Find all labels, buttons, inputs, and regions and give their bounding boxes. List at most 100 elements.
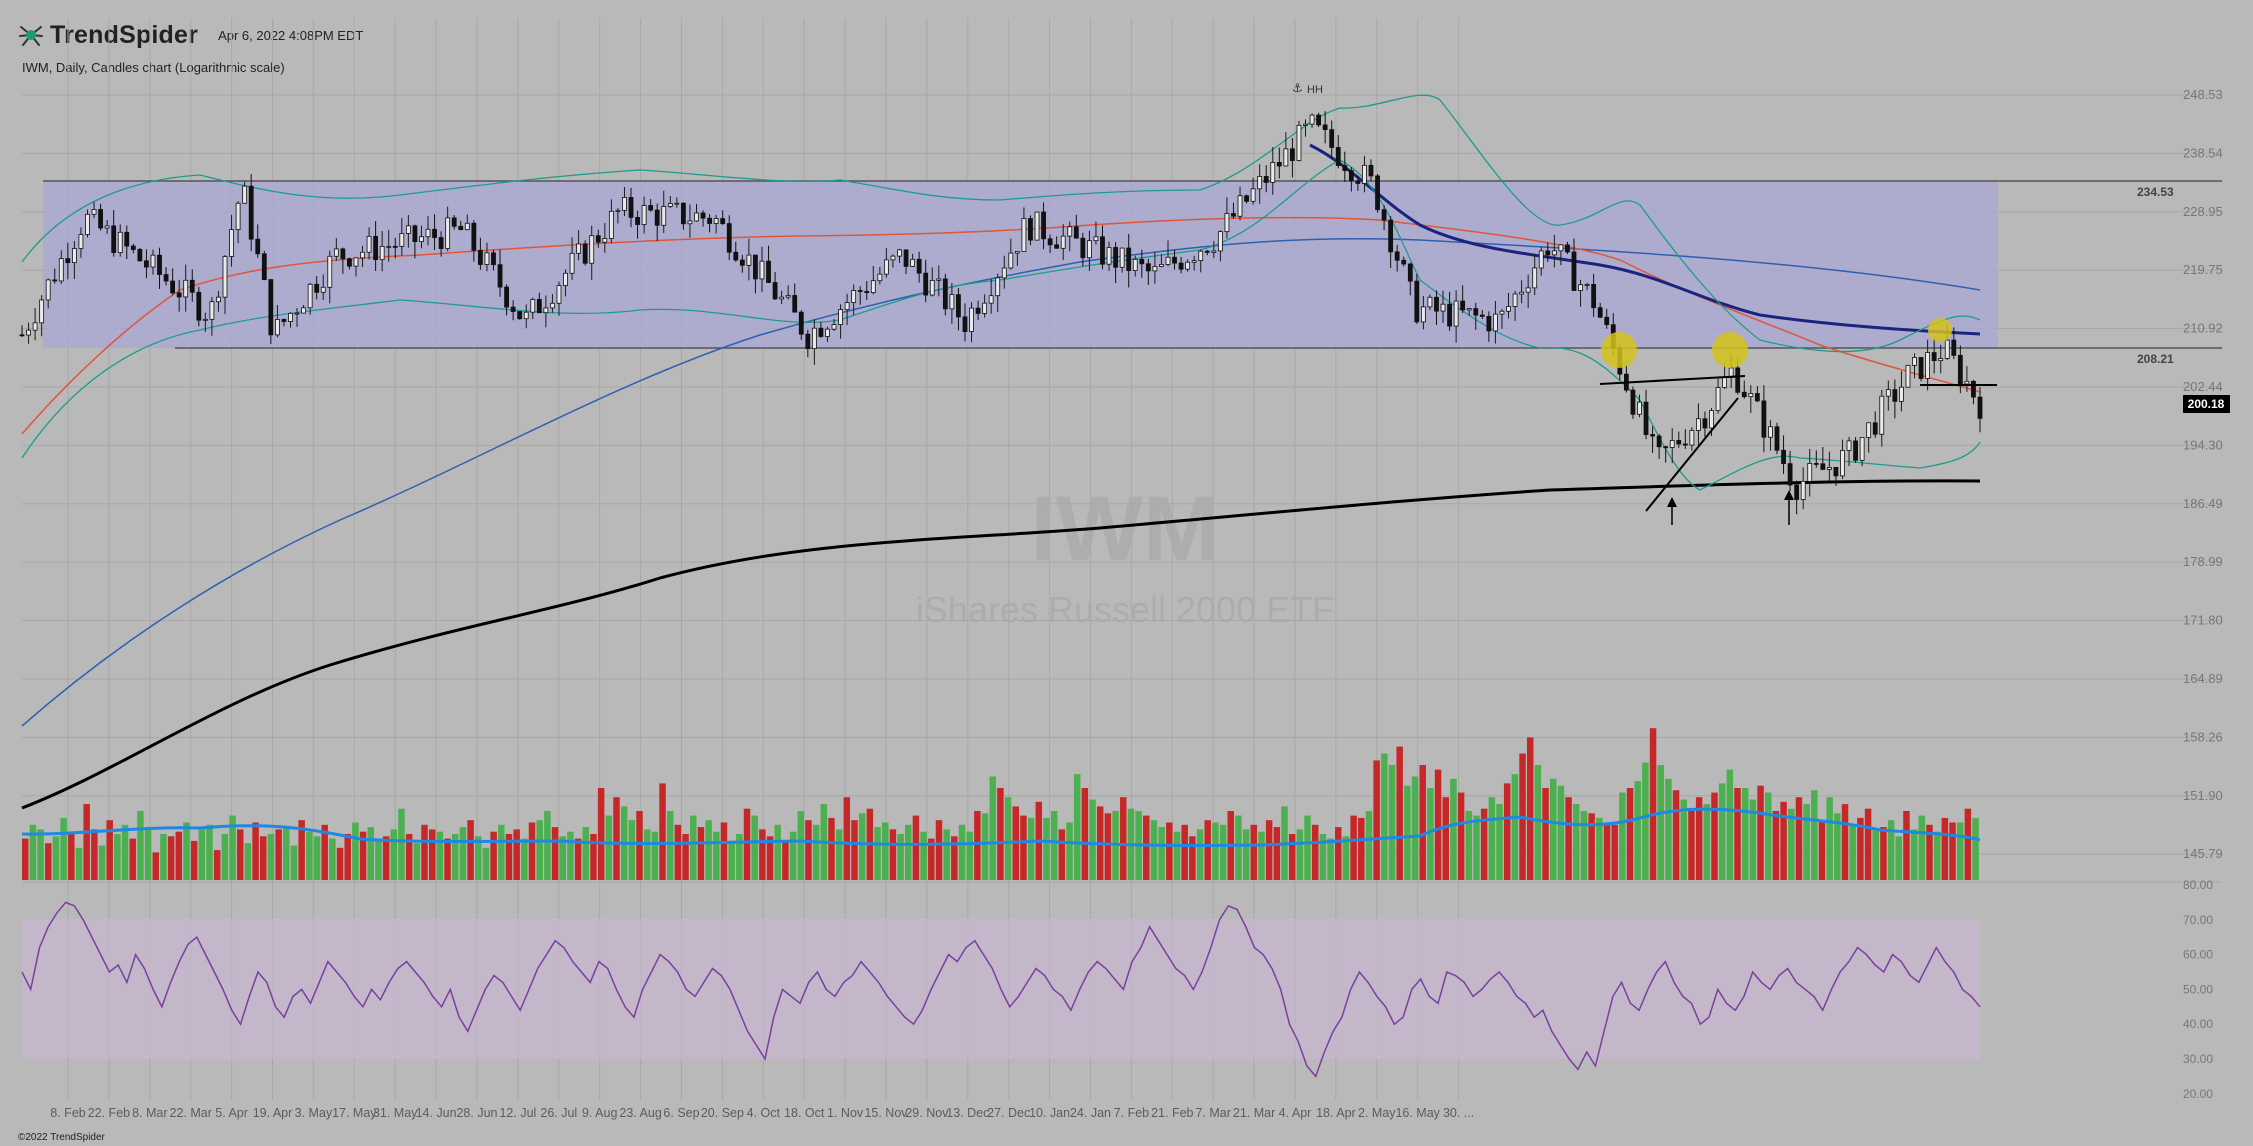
candle-body[interactable]	[366, 235, 372, 253]
candle-body[interactable]	[340, 248, 346, 260]
candle-body[interactable]	[805, 333, 811, 350]
candle-body[interactable]	[464, 222, 470, 231]
rising-trendline[interactable]	[1645, 397, 1739, 512]
candle-body[interactable]	[189, 279, 195, 293]
candle-body[interactable]	[1224, 213, 1230, 233]
candle-body[interactable]	[1047, 238, 1053, 246]
candle-body[interactable]	[753, 254, 758, 280]
candle-body[interactable]	[622, 197, 627, 211]
candle-body[interactable]	[288, 312, 293, 322]
candle-body[interactable]	[1388, 219, 1394, 253]
candle-body[interactable]	[956, 294, 961, 318]
candle-body[interactable]	[379, 245, 385, 261]
candle-body[interactable]	[504, 286, 509, 308]
candle-body[interactable]	[373, 235, 379, 261]
candle-body[interactable]	[713, 218, 719, 224]
candle-body[interactable]	[1538, 250, 1544, 269]
candle-body[interactable]	[1204, 250, 1210, 253]
candle-body[interactable]	[1348, 170, 1354, 182]
candle-body[interactable]	[1322, 124, 1328, 131]
candle-body[interactable]	[746, 254, 752, 266]
candle-body[interactable]	[144, 260, 149, 268]
candle-body[interactable]	[26, 329, 31, 336]
candle-body[interactable]	[1833, 466, 1839, 477]
candle-body[interactable]	[1067, 226, 1073, 237]
candle-body[interactable]	[1329, 129, 1335, 148]
candle-body[interactable]	[811, 327, 817, 350]
candle-body[interactable]	[838, 309, 843, 325]
candle-body[interactable]	[1899, 386, 1904, 402]
candle-body[interactable]	[1820, 463, 1826, 470]
candle-body[interactable]	[890, 255, 896, 261]
candle-body[interactable]	[1113, 247, 1118, 268]
candle-body[interactable]	[1735, 367, 1741, 393]
candle-body[interactable]	[1479, 314, 1485, 317]
candle-body[interactable]	[759, 260, 765, 280]
candle-body[interactable]	[32, 322, 38, 331]
candle-body[interactable]	[661, 206, 667, 226]
candle-body[interactable]	[1545, 250, 1551, 256]
candle-body[interactable]	[1630, 389, 1636, 415]
candle-body[interactable]	[45, 279, 51, 301]
candle-body[interactable]	[1879, 395, 1885, 435]
candle-body[interactable]	[1008, 252, 1014, 269]
candle-body[interactable]	[307, 283, 313, 309]
candle-body[interactable]	[1774, 426, 1780, 451]
candle-body[interactable]	[19, 334, 25, 337]
candle-body[interactable]	[936, 278, 942, 281]
candle-body[interactable]	[1132, 258, 1138, 271]
candle-body[interactable]	[196, 291, 202, 321]
candle-body[interactable]	[1846, 440, 1852, 451]
candle-body[interactable]	[1650, 434, 1655, 437]
candle-body[interactable]	[1905, 364, 1911, 388]
candle-body[interactable]	[314, 283, 320, 293]
candle-body[interactable]	[1584, 284, 1590, 286]
candle-body[interactable]	[261, 253, 267, 280]
candle-body[interactable]	[884, 259, 889, 275]
candle-body[interactable]	[1054, 244, 1060, 249]
candle-body[interactable]	[1362, 164, 1367, 184]
candle-body[interactable]	[1532, 267, 1538, 289]
candle-body[interactable]	[1178, 262, 1184, 270]
candle-body[interactable]	[1813, 463, 1819, 465]
candle-body[interactable]	[1971, 380, 1976, 398]
candle-body[interactable]	[1231, 213, 1236, 217]
candle-body[interactable]	[1250, 188, 1256, 202]
candle-body[interactable]	[274, 319, 280, 336]
candle-body[interactable]	[130, 245, 136, 250]
candle-body[interactable]	[1722, 377, 1728, 388]
candle-body[interactable]	[1931, 352, 1937, 362]
candle-body[interactable]	[825, 328, 830, 337]
candle-body[interactable]	[216, 296, 221, 303]
candle-body[interactable]	[1892, 389, 1898, 402]
candle-body[interactable]	[818, 327, 824, 337]
candle-body[interactable]	[589, 235, 595, 264]
candle-body[interactable]	[969, 307, 974, 332]
candle-body[interactable]	[242, 185, 248, 204]
candle-body[interactable]	[1696, 418, 1701, 431]
candle-body[interactable]	[419, 236, 424, 243]
candle-body[interactable]	[687, 220, 693, 225]
candle-body[interactable]	[1741, 391, 1747, 398]
highlight-circle[interactable]	[1601, 332, 1637, 368]
candle-body[interactable]	[995, 277, 1001, 297]
candle-body[interactable]	[1296, 124, 1302, 161]
candle-body[interactable]	[1041, 211, 1046, 240]
candle-body[interactable]	[222, 256, 228, 298]
candle-body[interactable]	[1637, 401, 1642, 415]
candle-body[interactable]	[150, 254, 156, 268]
candle-body[interactable]	[1401, 259, 1407, 265]
candle-body[interactable]	[1715, 387, 1721, 411]
candle-body[interactable]	[1211, 250, 1217, 253]
candle-body[interactable]	[942, 278, 948, 310]
candle-body[interactable]	[294, 312, 300, 315]
candle-body[interactable]	[785, 295, 791, 298]
candle-body[interactable]	[347, 258, 352, 267]
candle-body[interactable]	[831, 324, 837, 330]
candle-body[interactable]	[628, 197, 634, 218]
candle-body[interactable]	[864, 291, 870, 293]
candle-body[interactable]	[1119, 247, 1125, 268]
candle-body[interactable]	[720, 218, 726, 224]
candle-body[interactable]	[1663, 446, 1669, 449]
